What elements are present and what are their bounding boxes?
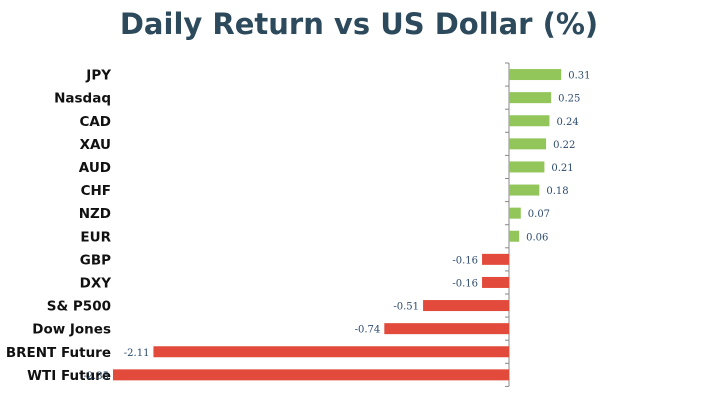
- value-label: 0.21: [551, 163, 573, 174]
- bar: [509, 115, 550, 127]
- category-label: Dow Jones: [32, 322, 111, 338]
- bar: [384, 323, 509, 335]
- bar: [509, 184, 540, 196]
- bar: [113, 369, 509, 381]
- category-label: WTI Future: [27, 368, 111, 384]
- category-label: NZD: [79, 206, 111, 222]
- value-label: 0.25: [558, 94, 580, 105]
- category-label: CAD: [79, 114, 111, 130]
- value-label: 0.07: [528, 209, 550, 220]
- bar: [482, 253, 509, 265]
- value-label: -0.16: [452, 255, 478, 266]
- category-label: GBP: [80, 252, 111, 268]
- bar: [509, 138, 547, 150]
- chart-title: Daily Return vs US Dollar (%): [119, 7, 599, 41]
- bar: [482, 276, 509, 288]
- bar: [509, 207, 521, 219]
- category-label: XAU: [80, 137, 111, 153]
- category-label: BRENT Future: [6, 345, 111, 361]
- bar: [509, 92, 552, 104]
- category-label: JPY: [85, 68, 111, 84]
- bar: [509, 161, 545, 173]
- category-label: Nasdaq: [54, 91, 111, 107]
- bar: [423, 300, 509, 312]
- value-label: -0.74: [355, 325, 381, 336]
- value-label: 0.18: [546, 186, 568, 197]
- category-label: CHF: [81, 183, 111, 199]
- value-label: 0.31: [568, 71, 590, 82]
- value-label: -2.35: [83, 371, 109, 382]
- category-label: EUR: [80, 229, 111, 245]
- value-label: -0.16: [452, 278, 478, 289]
- value-label: 0.24: [556, 117, 578, 128]
- bar: [509, 69, 562, 81]
- category-label: S& P500: [47, 299, 111, 315]
- category-label: AUD: [79, 160, 111, 176]
- value-label: -2.11: [124, 348, 150, 359]
- value-label: -0.51: [393, 302, 419, 313]
- value-label: 0.22: [553, 140, 575, 151]
- category-label: DXY: [80, 275, 112, 291]
- bar: [153, 346, 509, 358]
- value-label: 0.06: [526, 232, 548, 243]
- bar: [509, 230, 520, 242]
